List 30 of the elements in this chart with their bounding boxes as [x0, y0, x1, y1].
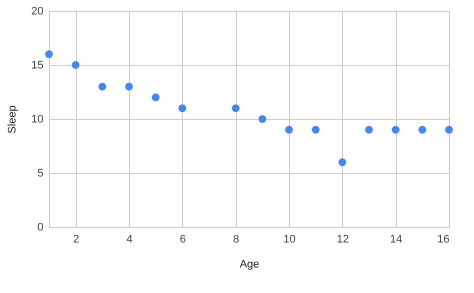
- x-axis-title: Age: [240, 258, 260, 270]
- point: [258, 115, 266, 123]
- y-tick-label: 10: [31, 114, 44, 126]
- point: [125, 82, 133, 90]
- y-axis-title: Sleep: [6, 105, 18, 134]
- y-tick-label: 20: [31, 6, 44, 18]
- point: [232, 104, 240, 112]
- point: [392, 126, 400, 134]
- x-tick-label: 14: [390, 234, 402, 246]
- point: [285, 126, 293, 134]
- point: [445, 126, 453, 134]
- point: [312, 126, 320, 134]
- point: [152, 94, 160, 102]
- point: [72, 61, 80, 69]
- x-tick-label: 10: [283, 234, 296, 246]
- y-tick-label: 15: [31, 60, 44, 72]
- point: [418, 126, 426, 134]
- x-tick-label: 8: [233, 234, 240, 246]
- point: [98, 82, 106, 90]
- y-tick-label: 5: [37, 168, 44, 180]
- y-tick-label: 0: [37, 222, 44, 234]
- point: [365, 126, 373, 134]
- x-tick-label: 16: [437, 234, 450, 246]
- x-tick-label: 2: [73, 234, 80, 246]
- x-tick-label: 4: [126, 234, 133, 246]
- x-tick-label: 6: [180, 234, 186, 246]
- point: [338, 158, 346, 166]
- point: [178, 104, 186, 112]
- point: [45, 50, 53, 58]
- x-tick-label: 12: [336, 234, 349, 246]
